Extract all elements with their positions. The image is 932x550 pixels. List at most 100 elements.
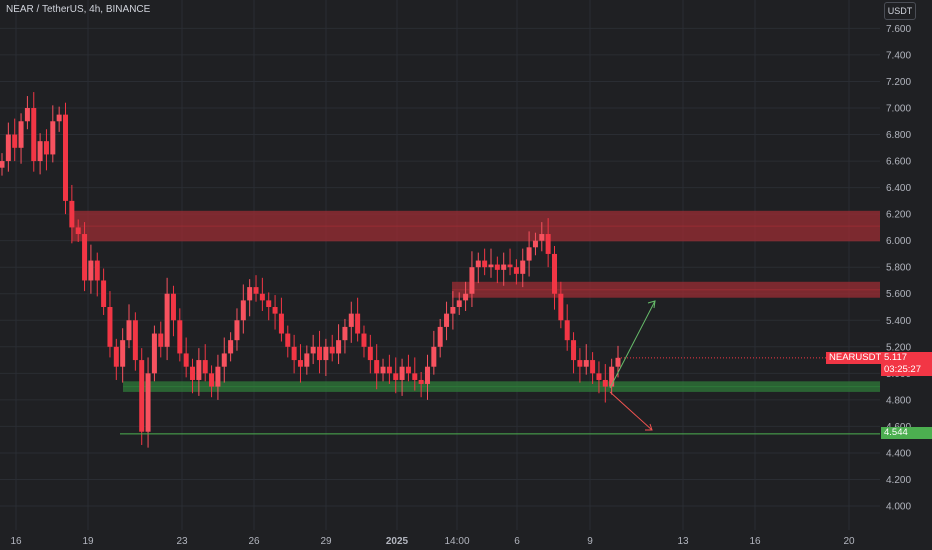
candle-body [170, 293, 176, 321]
y-tick-label: 6.400 [886, 183, 911, 194]
x-tick-label: 29 [320, 536, 332, 547]
candle-body [0, 161, 5, 168]
chart-grid [0, 0, 880, 530]
candle-body [494, 264, 500, 270]
candle-body [297, 360, 303, 367]
time-axis-bg [0, 530, 880, 550]
bullish-arrow-head [647, 300, 656, 309]
candle-body [291, 346, 297, 361]
candle-body [228, 340, 234, 354]
candle-body [94, 260, 100, 281]
candle-body [551, 253, 557, 294]
y-tick-label: 7.600 [886, 24, 911, 35]
y-tick-label: 4.000 [886, 502, 911, 513]
candle-body [18, 121, 24, 148]
candle-body [386, 366, 392, 374]
candle-body [75, 227, 81, 235]
candle-body [348, 313, 354, 327]
candle-body [221, 353, 227, 367]
candle-body [539, 234, 545, 241]
candle-body [374, 360, 380, 374]
x-tick-label: 19 [82, 536, 94, 547]
chart-title: NEAR / TetherUS, 4h, BINANCE [6, 4, 151, 15]
y-tick-label: 6.600 [886, 157, 911, 168]
x-tick-label: 20 [843, 536, 855, 547]
candle-body [177, 320, 183, 354]
candle-body [63, 114, 69, 201]
y-tick-label: 7.200 [886, 77, 911, 88]
zones-layer [72, 210, 880, 392]
candle-body [475, 260, 481, 268]
candle-body [69, 200, 75, 228]
bullish-arrow [609, 300, 656, 389]
candle-body [444, 313, 450, 327]
candle-body [615, 357, 621, 367]
candle-body [596, 373, 602, 380]
candle-body [82, 234, 88, 281]
candle-body [526, 247, 532, 261]
y-tick-label: 6.000 [886, 236, 911, 247]
candle-body [545, 234, 551, 254]
candle-body [145, 373, 151, 432]
candle-body [342, 326, 348, 341]
y-tick-label: 7.000 [886, 104, 911, 115]
x-tick-label: 13 [677, 536, 689, 547]
candle-body [37, 141, 43, 162]
y-tick-label: 6.800 [886, 130, 911, 141]
candle-body [323, 346, 329, 361]
bearish-arrow [609, 391, 653, 431]
support-price-tag: 4.544 [881, 427, 932, 439]
candle-body [336, 340, 342, 354]
candle-body [88, 260, 94, 281]
price-axis-bg [881, 0, 932, 550]
candle-body [463, 293, 469, 301]
candle-body [5, 134, 11, 162]
x-tick-label: 16 [10, 536, 22, 547]
candle-body [609, 366, 615, 387]
candle-body [101, 280, 107, 308]
y-tick-label: 5.600 [886, 289, 911, 300]
y-tick-label: 6.200 [886, 210, 911, 221]
candle-body [431, 346, 437, 367]
candle-body [240, 300, 246, 321]
candle-body [577, 360, 583, 367]
candle-body [558, 293, 564, 321]
candle-body [278, 313, 284, 334]
time-axis[interactable]: 16 19 23 26 29 2025 14:00 6 9 13 16 20 [0, 530, 880, 550]
x-tick-label: 6 [514, 536, 520, 547]
candle-body [272, 307, 278, 314]
candle-body [151, 333, 157, 374]
candle-body [583, 360, 589, 367]
currency-button[interactable]: USDT [884, 2, 916, 20]
candle-body [50, 121, 56, 155]
candle-body [285, 333, 291, 347]
x-tick-label: 23 [176, 536, 188, 547]
candle-body [488, 264, 494, 268]
last-price-tag: 5.117 [881, 352, 932, 364]
price-axis[interactable]: 4.0004.2004.4004.6004.8005.0005.2005.400… [881, 0, 932, 550]
candle-body [361, 333, 367, 347]
candle-body [132, 320, 138, 361]
countdown-tag: 03:25:27 [881, 364, 932, 376]
candle-body [424, 366, 430, 384]
candle-body [469, 267, 475, 294]
candle-body [24, 108, 30, 122]
y-tick-label: 4.200 [886, 475, 911, 486]
candle-body [412, 373, 418, 380]
candle-body [56, 114, 62, 122]
candle-body [456, 300, 462, 308]
candle-body [507, 264, 513, 268]
candle-body [107, 307, 113, 347]
candle-body [532, 240, 538, 248]
candle-body [310, 346, 316, 354]
candle-body [602, 379, 608, 387]
candle-body [355, 313, 361, 334]
y-tick-label: 5.200 [886, 342, 911, 353]
x-tick-label: 14:00 [444, 536, 469, 547]
candle-body [164, 293, 170, 347]
candle-body [190, 366, 196, 380]
candle-body [253, 287, 259, 294]
candle-body [450, 307, 456, 314]
candle-body [234, 320, 240, 341]
